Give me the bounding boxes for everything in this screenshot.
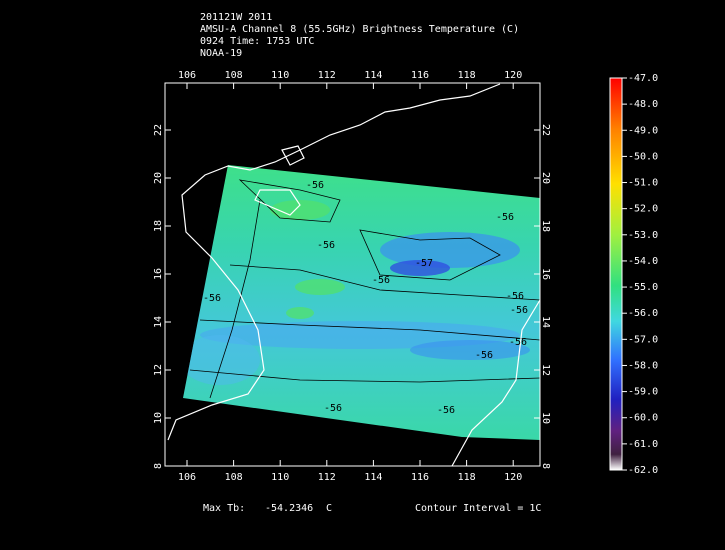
coastline — [167, 83, 541, 467]
colorbar-label: -47.0 — [628, 73, 658, 84]
lon-label: 114 — [364, 70, 382, 81]
colorbar-label: -61.0 — [628, 439, 658, 450]
max-label: Max Tb: — [203, 503, 245, 514]
contour-label: -56 — [475, 350, 493, 361]
colorbar — [609, 77, 623, 471]
lon-label: 106 — [178, 70, 196, 81]
colorbar-label: -57.0 — [628, 334, 658, 345]
lat-label: 20 — [153, 172, 164, 184]
contour-label: -57 — [415, 258, 433, 269]
lat-label: 14 — [153, 316, 164, 328]
header-line: AMSU-A Channel 8 (55.5GHz) Brightness Te… — [200, 24, 519, 35]
colorbar-label: -56.0 — [628, 308, 658, 319]
contour-label: -56 — [506, 291, 524, 302]
colorbar-label: -55.0 — [628, 282, 658, 293]
lat-label: 12 — [540, 364, 551, 376]
colorbar-label: -52.0 — [628, 204, 658, 215]
lat-label: 20 — [540, 172, 551, 184]
contour-label: -56 — [306, 180, 324, 191]
contour-labels: -56 -56 -56 -57 -56 -56 -56 -56 -56 -56 -56 -56 — [203, 180, 528, 416]
max-value: -54.2346 — [265, 503, 313, 514]
colorbar-label: -54.0 — [628, 256, 658, 267]
contour-label: -56 — [437, 405, 455, 416]
lat-label: 22 — [540, 124, 551, 136]
lon-label: 110 — [271, 472, 289, 483]
lon-label: 112 — [318, 472, 336, 483]
colorbar-label: -48.0 — [628, 99, 658, 110]
header-line: 0924 Time: 1753 UTC — [200, 36, 314, 47]
lon-label: 112 — [318, 70, 336, 81]
contour-label: -56 — [324, 403, 342, 414]
lon-label: 118 — [458, 70, 476, 81]
swath-detail — [183, 179, 540, 399]
colorbar-label: -62.0 — [628, 465, 658, 476]
lon-label: 120 — [504, 472, 522, 483]
lat-label: 16 — [540, 268, 551, 280]
swath-fill — [183, 165, 540, 440]
lon-label: 116 — [411, 472, 429, 483]
lat-label: 8 — [153, 463, 164, 469]
lat-label: 10 — [153, 412, 164, 424]
header-line: 201121W 2011 — [200, 12, 272, 23]
max-unit: C — [326, 503, 332, 514]
contour-label: -56 — [510, 305, 528, 316]
colorbar-label: -59.0 — [628, 387, 658, 398]
contour-label: -56 — [203, 293, 221, 304]
colorbar-label: -53.0 — [628, 230, 658, 241]
contour-label: -56 — [496, 212, 514, 223]
colorbar-label: -50.0 — [628, 151, 658, 162]
colorbar-label: -58.0 — [628, 360, 658, 371]
lon-label: 118 — [458, 472, 476, 483]
contour-label: -56 — [317, 240, 335, 251]
lat-label: 10 — [540, 412, 551, 424]
footer: Max Tb: -54.2346 C Contour Interval = 1C — [203, 503, 541, 514]
contour-label: -56 — [509, 337, 527, 348]
lat-label: 16 — [153, 268, 164, 280]
header-line: NOAA-19 — [200, 48, 242, 59]
lat-label: 18 — [153, 220, 164, 232]
lat-label: 8 — [540, 463, 551, 469]
lon-label: 116 — [411, 70, 429, 81]
lon-label: 114 — [364, 472, 382, 483]
contour-label: -56 — [372, 275, 390, 286]
lat-label: 12 — [153, 364, 164, 376]
header: 201121W 2011 AMSU-A Channel 8 (55.5GHz) … — [200, 12, 519, 59]
contour-line — [189, 179, 540, 399]
lon-label: 108 — [225, 70, 243, 81]
lat-label: 22 — [153, 124, 164, 136]
lon-label: 108 — [225, 472, 243, 483]
contour-interval: Contour Interval = 1C — [415, 503, 541, 514]
axes: 1061061081081101101121121141141161161181… — [153, 70, 551, 483]
lon-label: 110 — [271, 70, 289, 81]
colorbar-label: -51.0 — [628, 178, 658, 189]
colorbar-labels: -47.0 -48.0 -49.0 -50.0 -51.0 -52.0 -53.0 -54.0… — [622, 73, 658, 476]
lat-label: 14 — [540, 316, 551, 328]
lat-label: 18 — [540, 220, 551, 232]
lon-label: 120 — [504, 70, 522, 81]
colorbar-label: -60.0 — [628, 413, 658, 424]
swath — [183, 165, 540, 440]
lon-label: 106 — [178, 472, 196, 483]
colorbar-label: -49.0 — [628, 125, 658, 136]
